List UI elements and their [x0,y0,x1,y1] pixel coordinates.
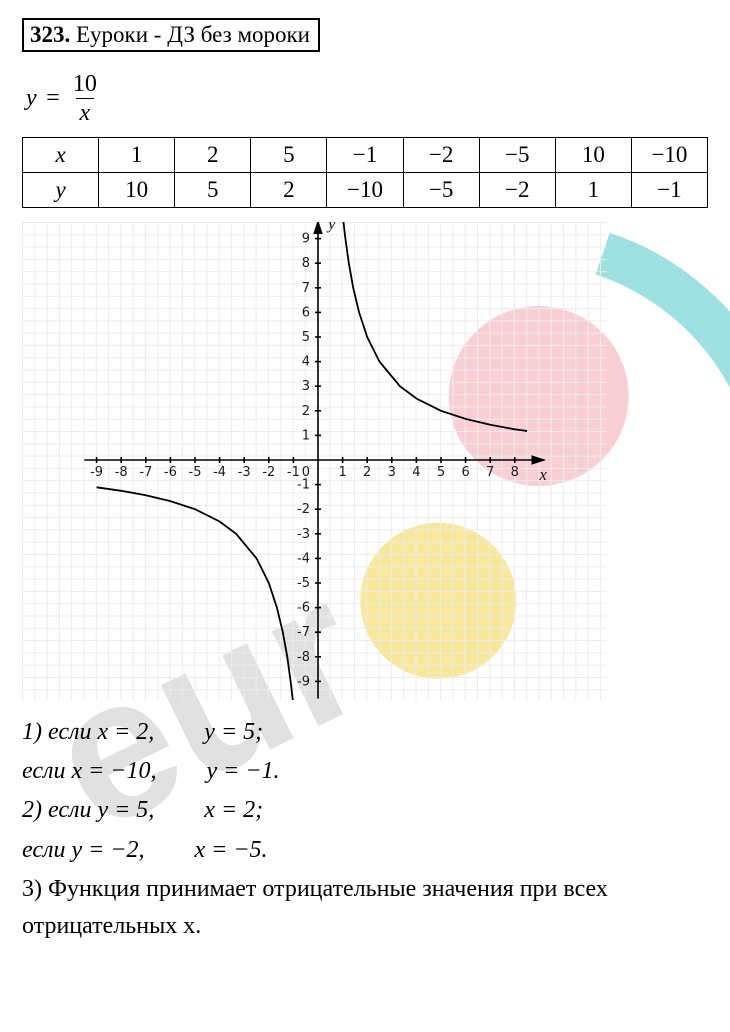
svg-text:5: 5 [302,330,310,345]
table-row: y 10 5 2 −10 −5 −2 1 −1 [23,173,708,208]
svg-text:-2: -2 [297,502,310,517]
table-cell: 5 [251,138,327,173]
svg-text:8: 8 [511,465,519,480]
svg-text:-8: -8 [297,650,310,665]
chart-svg: -9-8-7-6-5-4-3-2-112345678-9-8-7-6-5-4-3… [22,222,607,700]
svg-text:9: 9 [302,232,310,247]
row-label-x: x [23,138,99,173]
answer-line: 2) если y = 5, x = 2; [22,792,708,829]
table-cell: −1 [327,138,403,173]
svg-text:-8: -8 [115,465,128,480]
table-cell: 5 [175,173,251,208]
table-cell: 1 [555,173,631,208]
answer-a: 1) если x = 2, [22,719,154,745]
svg-text:3: 3 [388,465,396,480]
table-cell: −2 [403,138,479,173]
table-cell: 2 [175,138,251,173]
chart: -9-8-7-6-5-4-3-2-112345678-9-8-7-6-5-4-3… [22,222,708,700]
svg-text:-9: -9 [90,465,103,480]
answer-note: 3) Функция принимает отрицательные значе… [22,871,708,945]
header-title: Еуроки - ДЗ без мороки [76,22,310,47]
answer-b: x = −5. [195,832,268,869]
problem-header: 323. Еуроки - ДЗ без мороки [22,18,320,52]
svg-text:1: 1 [302,428,310,443]
answer-line: если y = −2, x = −5. [22,832,708,869]
fraction: 10 x [69,72,101,125]
svg-text:2: 2 [363,465,371,480]
svg-text:-3: -3 [238,465,251,480]
svg-text:-6: -6 [297,601,310,616]
table-cell: −2 [479,173,555,208]
answers: 1) если x = 2, y = 5; если x = −10, y = … [22,714,708,945]
answer-b: y = 5; [204,714,263,751]
svg-text:2: 2 [302,404,310,419]
problem-number: 323. [30,22,70,47]
table-cell: 1 [99,138,175,173]
fraction-numerator: 10 [69,72,101,98]
answer-line: 1) если x = 2, y = 5; [22,714,708,751]
svg-text:6: 6 [461,465,469,480]
svg-text:6: 6 [302,305,310,320]
table-cell: −10 [631,138,707,173]
svg-text:-4: -4 [297,551,310,566]
svg-text:-7: -7 [139,465,152,480]
svg-text:y: y [326,222,336,233]
answer-b: x = 2; [204,792,263,829]
svg-text:-5: -5 [189,465,202,480]
svg-text:0: 0 [302,465,310,480]
value-table: x 1 2 5 −1 −2 −5 10 −10 y 10 5 2 −10 −5 … [22,137,708,208]
svg-text:7: 7 [302,281,310,296]
table-cell: 10 [555,138,631,173]
answer-b: y = −1. [207,753,280,790]
svg-text:x: x [538,465,547,484]
svg-text:1: 1 [338,465,346,480]
svg-text:4: 4 [302,355,310,370]
svg-text:5: 5 [437,465,445,480]
table-cell: −5 [403,173,479,208]
formula-lhs: y [26,85,37,112]
row-label-y: y [23,173,99,208]
svg-text:-9: -9 [297,674,310,689]
svg-text:-3: -3 [297,527,310,542]
equals-sign: = [45,85,61,112]
svg-text:-7: -7 [297,625,310,640]
svg-text:-5: -5 [297,576,310,591]
svg-text:7: 7 [486,465,494,480]
svg-text:-4: -4 [213,465,226,480]
svg-text:4: 4 [412,465,420,480]
svg-text:3: 3 [302,379,310,394]
table-cell: −10 [327,173,403,208]
answer-a: если y = −2, [22,837,145,863]
table-cell: 2 [251,173,327,208]
table-cell: 10 [99,173,175,208]
answer-a: 2) если y = 5, [22,797,154,823]
svg-text:8: 8 [302,256,310,271]
svg-text:-2: -2 [262,465,275,480]
svg-text:-6: -6 [164,465,177,480]
fraction-denominator: x [76,98,95,125]
table-cell: −1 [631,173,707,208]
table-row: x 1 2 5 −1 −2 −5 10 −10 [23,138,708,173]
answer-line: если x = −10, y = −1. [22,753,708,790]
answer-a: если x = −10, [22,758,157,784]
formula: y = 10 x [26,72,708,125]
table-cell: −5 [479,138,555,173]
